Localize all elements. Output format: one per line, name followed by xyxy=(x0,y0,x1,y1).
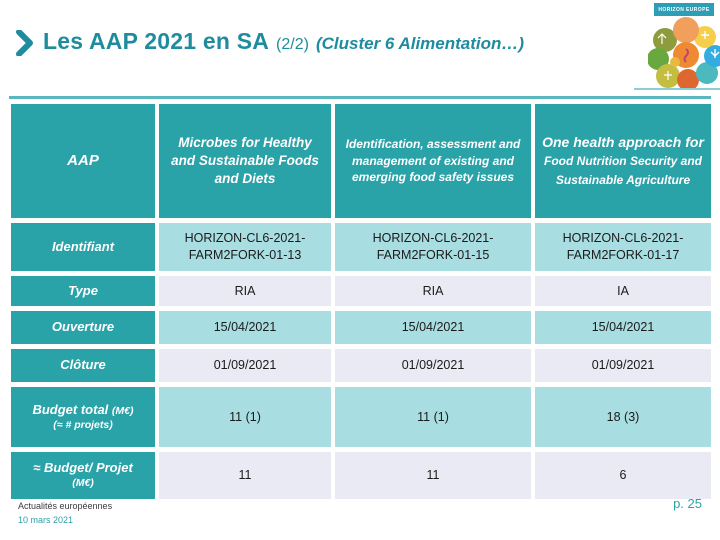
row-label-budget-total: Budget total (M€) (≈ # projets) xyxy=(11,387,155,447)
horizon-europe-logo-icon xyxy=(648,17,720,88)
table-cell: 6 xyxy=(535,452,711,499)
table-cell: HORIZON-CL6-2021-FARM2FORK-01-13 xyxy=(159,223,331,271)
title-part-indicator: (2/2) xyxy=(276,36,309,53)
title-cluster-label: (Cluster 6 Alimentation…) xyxy=(315,34,525,53)
table-row-type: Type RIA RIA IA xyxy=(11,276,711,306)
column-header-onehealth-rest: Food Nutrition Security and Sustainable … xyxy=(544,154,702,187)
table-cell: 15/04/2021 xyxy=(535,311,711,344)
table-row-identifiant: Identifiant HORIZON-CL6-2021-FARM2FORK-0… xyxy=(11,223,711,271)
row-label-budget-projet: ≈ Budget/ Projet (M€) xyxy=(11,452,155,499)
row-label-ouverture: Ouverture xyxy=(11,311,155,344)
row-label-cloture: Clôture xyxy=(11,349,155,382)
table-cell: RIA xyxy=(335,276,531,306)
table-top-rule xyxy=(9,96,711,99)
table-cell: 11 (1) xyxy=(335,387,531,447)
table-row-budget-total: Budget total (M€) (≈ # projets) 11 (1) 1… xyxy=(11,387,711,447)
corner-header-aap: AAP xyxy=(11,104,155,218)
chevron-right-icon xyxy=(16,29,33,61)
footer-publication: Actualités européennes xyxy=(18,501,113,511)
table-cell: RIA xyxy=(159,276,331,306)
table-cell: HORIZON-CL6-2021-FARM2FORK-01-15 xyxy=(335,223,531,271)
column-header-identification: Identification, assessment and managemen… xyxy=(335,104,531,218)
logo-underline xyxy=(634,88,720,90)
row-label-identifiant: Identifiant xyxy=(11,223,155,271)
table-cell: 18 (3) xyxy=(535,387,711,447)
table-cell: 01/09/2021 xyxy=(535,349,711,382)
table-cell: 01/09/2021 xyxy=(335,349,531,382)
column-header-onehealth-lead: One health approach for xyxy=(542,134,704,151)
table-cell: 01/09/2021 xyxy=(159,349,331,382)
table-header-row: AAP Microbes for Healthy and Sustainable… xyxy=(11,104,711,218)
slide-header: Les AAP 2021 en SA (2/2) (Cluster 6 Alim… xyxy=(16,28,524,61)
page-number: p. 25 xyxy=(673,496,702,511)
table-cell: IA xyxy=(535,276,711,306)
page-title: Les AAP 2021 en SA xyxy=(43,28,270,54)
row-label-type: Type xyxy=(11,276,155,306)
table-cell: 15/04/2021 xyxy=(159,311,331,344)
table-cell: 11 xyxy=(335,452,531,499)
table-cell: HORIZON-CL6-2021-FARM2FORK-01-17 xyxy=(535,223,711,271)
column-header-onehealth: One health approach for Food Nutrition S… xyxy=(535,104,711,218)
table-cell: 11 xyxy=(159,452,331,499)
footer-date: 10 mars 2021 xyxy=(18,515,74,525)
column-header-microbes: Microbes for Healthy and Sustainable Foo… xyxy=(159,104,331,218)
table-cell: 11 (1) xyxy=(159,387,331,447)
table-row-ouverture: Ouverture 15/04/2021 15/04/2021 15/04/20… xyxy=(11,311,711,344)
horizon-europe-badge: HORIZON EUROPE xyxy=(654,3,714,16)
aap-table: AAP Microbes for Healthy and Sustainable… xyxy=(7,99,715,504)
table-row-cloture: Clôture 01/09/2021 01/09/2021 01/09/2021 xyxy=(11,349,711,382)
table-cell: 15/04/2021 xyxy=(335,311,531,344)
table-row-budget-projet: ≈ Budget/ Projet (M€) 11 11 6 xyxy=(11,452,711,499)
